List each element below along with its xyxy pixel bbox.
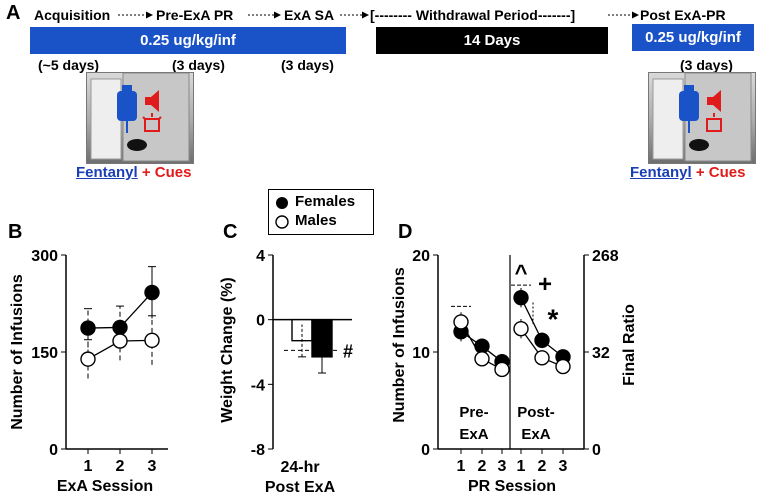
y-tick-label-d: 0: [421, 442, 430, 459]
stage-acquisition: Acquisition: [34, 7, 111, 23]
legend-label-females: Females: [295, 193, 356, 210]
data-point-males: [80, 351, 96, 367]
speaker-icon: [145, 90, 159, 112]
phase-label-d: Pre-: [459, 404, 488, 421]
y-tick-label-b: 0: [49, 442, 58, 459]
data-point-post-females: [534, 332, 550, 349]
panel-letter-d: D: [398, 221, 412, 243]
data-point-males: [112, 333, 128, 349]
data-point-pre-males: [453, 314, 469, 330]
y-axis-label-b: Number of Infusions: [9, 274, 26, 430]
fentanyl-text: Fentanyl: [76, 164, 138, 181]
y-tick-label-d: 10: [412, 345, 430, 362]
y-axis-label-right-d: Final Ratio: [621, 304, 638, 386]
legend-marker-males: [275, 215, 289, 229]
data-point-post-males: [555, 358, 571, 375]
significance-hash: #: [343, 341, 353, 361]
y-axis-label-c: Weight Change (%): [219, 277, 236, 422]
x-tick-label-b: 2: [116, 458, 125, 475]
cue-light-icon: [142, 113, 162, 132]
duration-exa-sa: (3 days): [281, 57, 334, 73]
significance-star: *: [548, 304, 559, 335]
data-point-males: [144, 332, 160, 349]
withdrawal-bar: 14 Days: [376, 27, 608, 54]
y-tick-label-d: 20: [412, 248, 430, 265]
legend: Females Males: [268, 189, 374, 235]
x-tick-label-d: 1: [457, 458, 466, 475]
speaker-icon: [707, 90, 721, 112]
x-tick-label-d: 3: [498, 458, 507, 475]
data-point-pre-males: [494, 361, 510, 378]
x-axis-label-c-line1: 24-hr: [280, 459, 319, 476]
fentanyl-cues-label-post: Fentanyl + Cues: [630, 164, 745, 181]
cues-text: + Cues: [695, 164, 746, 181]
y-axis-label-d: Number of Infusions: [391, 267, 408, 423]
data-point-post-males: [534, 350, 550, 366]
stage-exa-sa: ExA SA: [284, 7, 335, 23]
x-tick-label-b: 3: [148, 458, 157, 475]
significance-plus: +: [538, 271, 552, 298]
x-tick-label-d: 3: [559, 458, 568, 475]
cues-text: + Cues: [141, 164, 192, 181]
stage-withdrawal: [-------- Withdrawal Period-------]: [370, 7, 576, 23]
panel-letter-a: A: [6, 2, 21, 24]
y-tick-right-label-d: 0: [592, 442, 601, 459]
x-tick-label-d: 2: [538, 458, 547, 475]
phase-label-d: ExA: [459, 426, 488, 443]
x-axis-label-b: ExA Session: [57, 478, 153, 495]
panel-letter-b: B: [8, 221, 22, 243]
stage-post-exa-pr: Post ExA-PR: [640, 7, 726, 23]
rat-icon: [689, 139, 709, 151]
y-tick-label-b: 300: [31, 248, 58, 265]
x-axis-label-d: PR Session: [468, 478, 556, 495]
duration-post-exa: (3 days): [680, 57, 733, 73]
y-tick-label-c: -4: [251, 377, 265, 394]
operant-chamber-image: [86, 72, 194, 164]
y-tick-right-label-d: 268: [592, 248, 619, 265]
legend-label-males: Males: [295, 212, 337, 229]
duration-pre-exa: (3 days): [172, 57, 225, 73]
y-tick-label-b: 150: [31, 345, 58, 362]
y-tick-label-c: -8: [251, 442, 265, 459]
rat-icon: [127, 139, 147, 151]
fentanyl-cues-label: Fentanyl + Cues: [76, 164, 191, 181]
y-tick-label-c: 4: [256, 248, 265, 265]
x-tick-label-d: 2: [478, 458, 487, 475]
fentanyl-text: Fentanyl: [630, 164, 692, 181]
legend-marker-females: [276, 197, 288, 209]
data-point-females: [144, 284, 160, 301]
cue-light-icon: [706, 113, 722, 132]
timeline-arrows: [118, 11, 639, 19]
x-tick-label-d: 1: [517, 458, 526, 475]
y-tick-right-label-d: 32: [592, 345, 610, 362]
iv-bag-icon: [679, 85, 699, 133]
data-point-pre-males: [474, 351, 490, 367]
x-axis-label-c-line2: Post ExA: [265, 479, 336, 496]
post-dose-bar: 0.25 ug/kg/inf: [632, 24, 754, 51]
iv-bag-icon: [117, 85, 137, 133]
data-point-post-males: [513, 321, 529, 337]
significance-caret: ^: [515, 260, 528, 285]
panel-letter-c: C: [223, 221, 237, 243]
x-tick-label-b: 1: [84, 458, 93, 475]
stage-pre-exa-pr: Pre-ExA PR: [156, 7, 234, 23]
data-point-post-females: [513, 289, 529, 306]
y-tick-label-c: 0: [256, 313, 265, 330]
data-point-females: [80, 320, 96, 336]
operant-chamber-image-post: [648, 72, 756, 164]
phase-label-d: ExA: [521, 426, 550, 443]
phase-label-d: Post-: [517, 404, 555, 421]
duration-acquisition: (~5 days): [38, 57, 100, 73]
dose-bar: 0.25 ug/kg/inf: [30, 27, 346, 54]
